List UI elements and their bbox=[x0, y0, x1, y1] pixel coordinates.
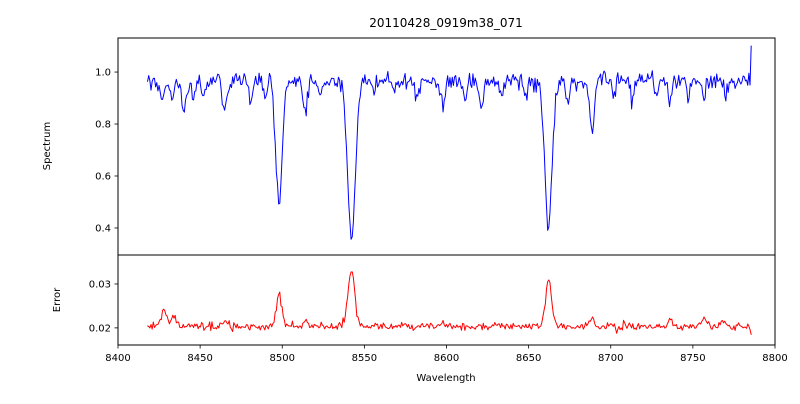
plot-layer: 8400 8450 8500 8550 8600 8650 8700 8750 8800 0.4 0… bbox=[89, 37, 788, 364]
bottom-panel-frame bbox=[117, 254, 776, 346]
x-tick-label: 8750 bbox=[680, 353, 705, 364]
top-panel-frame bbox=[117, 37, 776, 256]
x-tick-label: 8650 bbox=[516, 353, 541, 364]
x-tick-label: 8700 bbox=[598, 353, 623, 364]
chart-title: 20110428_0919m38_071 bbox=[369, 16, 522, 30]
spectrum-y-tick-label: 0.6 bbox=[95, 171, 111, 182]
x-tick-label: 8450 bbox=[187, 353, 212, 364]
error-line bbox=[147, 271, 752, 335]
error-y-tick-label: 0.02 bbox=[89, 323, 111, 334]
x-tick-label: 8800 bbox=[762, 353, 787, 364]
spectrum-line bbox=[147, 45, 752, 240]
x-axis-label: Wavelength bbox=[416, 373, 475, 384]
spectrum-y-tick-label: 1.0 bbox=[95, 68, 111, 79]
x-tick-label: 8400 bbox=[105, 353, 130, 364]
x-tick-label: 8600 bbox=[434, 353, 459, 364]
spectrum-y-tick-label: 0.4 bbox=[95, 223, 111, 234]
spectrum-y-tick-label: 0.8 bbox=[95, 120, 111, 131]
spectrum-y-axis-label: Spectrum bbox=[42, 122, 53, 170]
error-y-axis-label: Error bbox=[52, 287, 63, 312]
error-y-tick-label: 0.03 bbox=[89, 279, 111, 290]
x-tick-label: 8550 bbox=[352, 353, 377, 364]
x-tick-label: 8500 bbox=[270, 353, 295, 364]
